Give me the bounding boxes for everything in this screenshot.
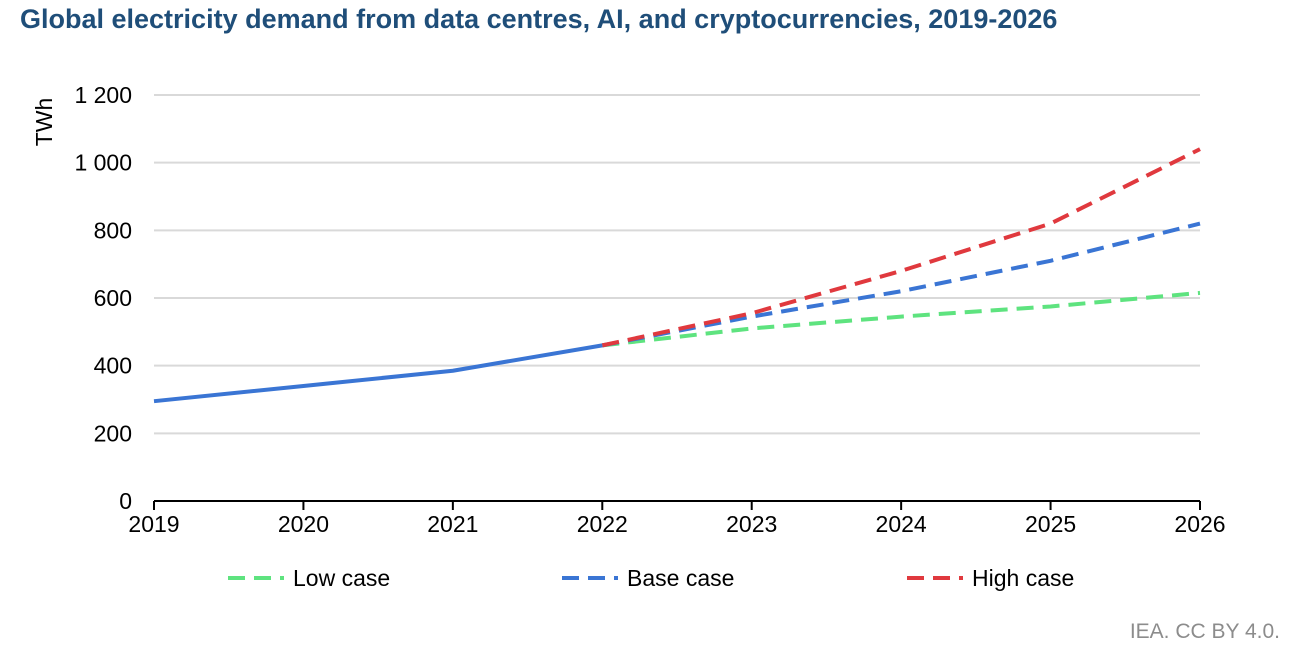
y-axis-tick-labels: 0 200 400 600 800 1 000 1 200 [74,82,132,514]
series-line-historical [153,343,603,404]
legend-item-base-case: Base case [562,565,734,591]
legend-item-low-case: Low case [228,565,390,591]
y-tick-label: 0 [119,488,132,514]
legend-label-low-case: Low case [293,565,390,591]
series-line-base-case [601,221,1201,348]
y-tick-label: 200 [94,420,132,446]
y-tick-label: 400 [94,353,132,379]
x-tick-label: 2021 [427,511,478,537]
legend-label-base-case: Base case [627,565,734,591]
y-axis-label: TWh [31,98,57,147]
series-lines [153,147,1201,404]
series-line-high-case [601,147,1201,348]
legend-item-high-case: High case [907,565,1074,591]
x-tick-label: 2026 [1174,511,1225,537]
x-tick-label: 2022 [577,511,628,537]
legend: Low case Base case High case [228,565,1074,591]
x-tick-label: 2025 [1025,511,1076,537]
y-tick-label: 600 [94,285,132,311]
y-tick-label: 800 [94,217,132,243]
x-tick-label: 2020 [278,511,329,537]
x-axis-tick-labels: 2019 2020 2021 2022 2023 2024 2025 2026 [128,511,1225,537]
series-line-low-case [602,290,1201,348]
y-tick-label: 1 000 [74,150,132,176]
source-note: IEA. CC BY 4.0. [1129,620,1280,643]
x-axis [153,500,1201,510]
y-tick-label: 1 200 [74,82,132,108]
legend-label-high-case: High case [972,565,1074,591]
x-tick-label: 2023 [726,511,777,537]
x-tick-label: 2019 [128,511,179,537]
gridlines [154,94,1200,435]
x-tick-label: 2024 [876,511,927,537]
chart-title: Global electricity demand from data cent… [20,4,1058,34]
